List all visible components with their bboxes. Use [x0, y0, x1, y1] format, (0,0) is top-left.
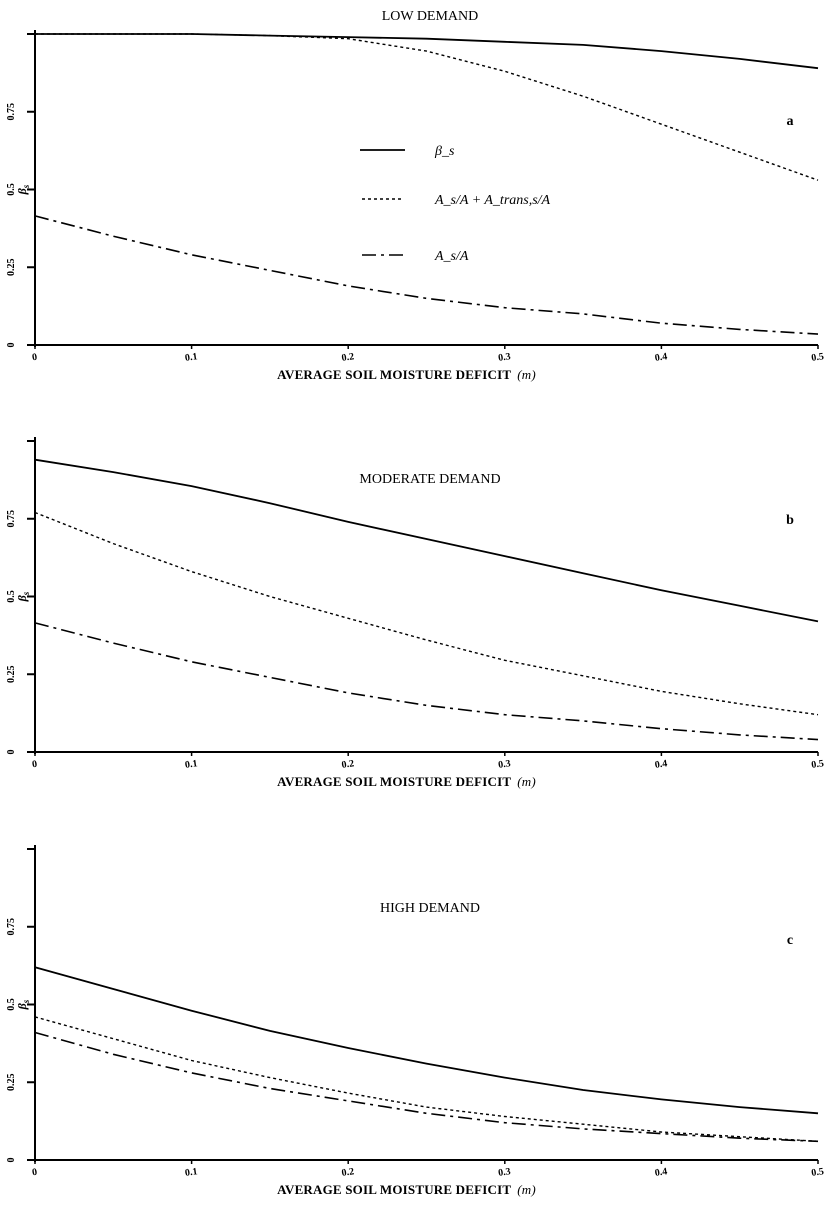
y-axis-label: βs: [15, 999, 31, 1010]
x-tick-label: 0.2: [341, 758, 355, 771]
y-tick-label: 0.75: [6, 103, 17, 121]
x-tick-label: 0.2: [341, 351, 355, 364]
x-axis-label: AVERAGE SOIL MOISTURE DEFICIT (m): [277, 367, 536, 382]
y-tick-label: 0.75: [6, 510, 17, 528]
x-tick-label: 0.1: [184, 758, 198, 771]
y-tick-label: 0.75: [6, 918, 17, 936]
x-tick-label: 0.4: [654, 1166, 668, 1179]
chart-title: LOW DEMAND: [382, 9, 479, 24]
x-tick-label: 0.1: [184, 351, 198, 364]
series-line-dotted: [34, 1016, 819, 1142]
x-tick-label: 0.4: [654, 758, 668, 771]
y-tick-label: 0: [6, 750, 17, 755]
x-axis-label: AVERAGE SOIL MOISTURE DEFICIT (m): [277, 1182, 536, 1197]
y-tick-label: 0: [6, 1158, 17, 1163]
legend-entry-label: A_s/A + A_trans,s/A: [434, 193, 551, 208]
x-tick-label: 0.2: [341, 1166, 355, 1179]
series-line-dashdot: [34, 622, 819, 741]
series-line-solid: [34, 458, 819, 623]
y-tick-label: 0.25: [6, 259, 17, 277]
panel-letter: a: [787, 114, 794, 129]
y-tick-label: 0.25: [6, 666, 17, 684]
series-line-solid: [34, 966, 819, 1115]
x-tick-label: 0: [31, 1167, 37, 1179]
y-tick-label: 0.25: [6, 1074, 17, 1092]
legend: β_s A_s/A + A_trans,s/A A_s/A: [360, 144, 551, 264]
y-tick-label: 0.5: [6, 998, 17, 1011]
x-tick-label: 0.3: [497, 351, 511, 364]
x-axis-label: AVERAGE SOIL MOISTURE DEFICIT (m): [277, 774, 536, 789]
legend-entry-label: A_s/A: [434, 249, 469, 264]
y-tick-label: 0.5: [6, 590, 17, 603]
x-tick-label: 0.5: [811, 758, 825, 771]
chart-title: HIGH DEMAND: [380, 901, 480, 916]
y-tick-label: 0: [6, 343, 17, 348]
x-tick-label: 0.1: [184, 1166, 198, 1179]
y-axis-label: βs: [15, 184, 31, 195]
series-line-dotted: [34, 511, 819, 716]
x-tick-label: 0.4: [654, 351, 668, 364]
x-tick-label: 0.5: [811, 1166, 825, 1179]
panel-letter: c: [787, 933, 793, 948]
series-line-dashdot: [34, 1031, 819, 1143]
panel-letter: b: [786, 513, 794, 528]
y-tick-label: 0.5: [6, 183, 17, 196]
series-line-dashdot: [34, 215, 819, 335]
series-line-solid: [35, 33, 819, 70]
legend-entry-label: β_s: [434, 144, 455, 159]
x-tick-label: 0.3: [497, 1166, 511, 1179]
series-line-dotted: [35, 33, 819, 181]
x-tick-label: 0: [31, 352, 37, 364]
x-tick-label: 0.5: [811, 351, 825, 364]
x-tick-label: 0.3: [497, 758, 511, 771]
y-axis-label: βs: [15, 591, 31, 602]
chart-title: MODERATE DEMAND: [359, 472, 500, 487]
x-tick-label: 0: [31, 759, 37, 771]
